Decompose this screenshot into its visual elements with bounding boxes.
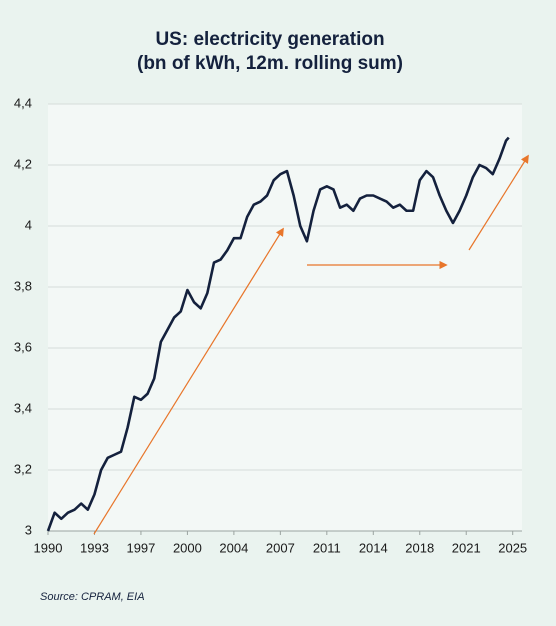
- x-tick-label: 2014: [359, 540, 388, 555]
- x-tick-label: 2000: [173, 540, 202, 555]
- y-tick-label: 3,4: [14, 400, 32, 415]
- trend-arrow: [468, 154, 529, 251]
- grid: [47, 103, 522, 535]
- plot-area: [48, 104, 522, 531]
- x-tick-label: 2011: [313, 540, 341, 555]
- x-tick-label: 1990: [34, 540, 63, 555]
- chart-subtitle: (bn of kWh, 12m. rolling sum): [137, 53, 403, 74]
- x-tick-label: 1997: [126, 540, 155, 555]
- x-tick-label: 2004: [219, 540, 248, 555]
- chart-title: US: electricity generation: [155, 29, 384, 50]
- source: Source: CPRAM, EIA: [40, 591, 145, 603]
- y-tick-label: 4,4: [14, 95, 32, 110]
- y-tick-label: 3,2: [14, 461, 32, 476]
- x-tick-label: 2018: [405, 540, 434, 555]
- x-tick-label: 2021: [452, 540, 481, 555]
- trend-arrow: [93, 227, 284, 535]
- y-tick-label: 3: [25, 522, 32, 537]
- line-series: [46, 136, 510, 532]
- x-tick-label: 1993: [80, 540, 109, 555]
- y-tick-label: 3,6: [14, 339, 32, 354]
- x-tick-label: 2025: [498, 540, 527, 555]
- marks: [46, 136, 510, 532]
- y-tick-label: 3,8: [14, 278, 32, 293]
- y-tick-label: 4: [25, 217, 32, 232]
- y-tick-label: 4,2: [14, 156, 32, 171]
- x-tick-label: 2007: [266, 540, 295, 555]
